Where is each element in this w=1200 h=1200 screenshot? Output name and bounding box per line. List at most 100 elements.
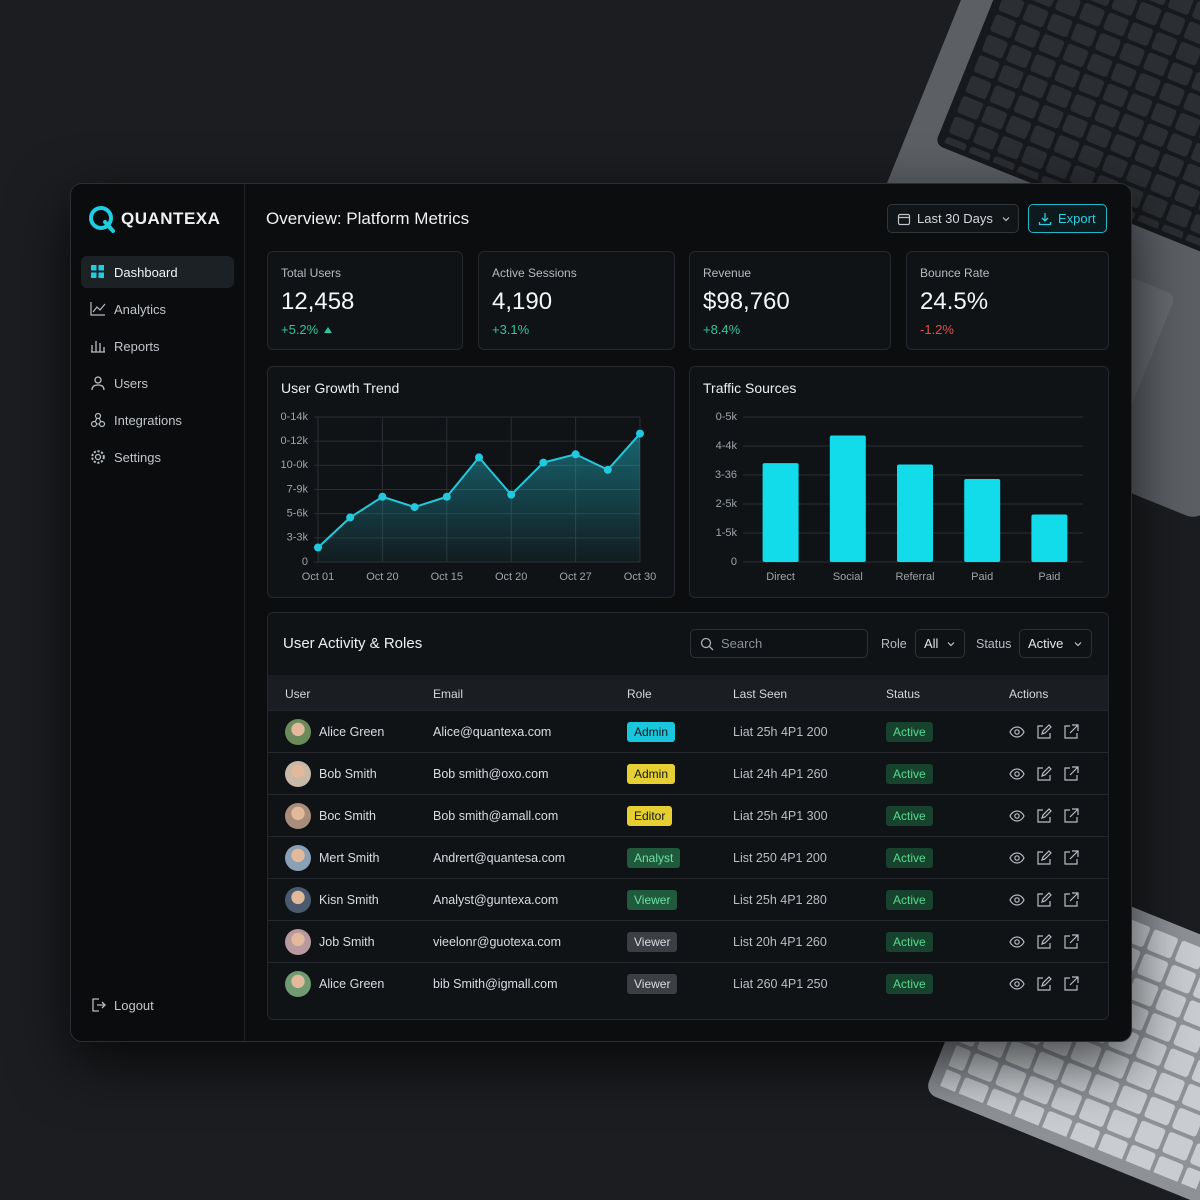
open-action[interactable] — [1063, 766, 1079, 782]
nav-label: Reports — [114, 338, 160, 354]
chart-card: User Growth Trend 0 3-3k 5-6k 7-9k 10-0k 0-12… — [267, 366, 675, 598]
column-header: Role — [627, 687, 652, 701]
x-tick-label: Oct 20 — [495, 571, 527, 583]
email: vieelonr@guotexa.com — [433, 935, 562, 949]
column-header: User — [285, 687, 311, 701]
table-row: Bob Smith Bob smith@oxo.com Admin Liat 24h … — [268, 752, 1108, 795]
y-tick-label: 1-5k — [716, 527, 738, 539]
nav-item[interactable]: Reports — [81, 330, 234, 362]
user-name: Job Smith — [319, 935, 375, 949]
avatar — [285, 845, 311, 871]
chevron — [1002, 216, 1010, 221]
edit-action[interactable] — [1036, 766, 1052, 782]
edit-action[interactable] — [1036, 850, 1052, 866]
nav-icon — [91, 450, 105, 464]
status-filter[interactable]: Active — [1019, 629, 1092, 658]
status-badge: Active — [886, 848, 933, 868]
edit-action[interactable] — [1036, 724, 1052, 740]
search-box[interactable]: Search — [690, 629, 868, 658]
y-tick-label: 3-36 — [715, 469, 737, 481]
kpi-change: +5.2% — [281, 322, 333, 337]
view-action[interactable] — [1009, 976, 1025, 992]
point — [314, 543, 322, 552]
edit-action[interactable] — [1036, 934, 1052, 950]
nav-label: Settings — [114, 449, 161, 465]
last-seen: List 20h 4P1 260 — [733, 935, 827, 949]
email: Andrert@quantesa.com — [433, 851, 566, 865]
logout[interactable]: Logout — [81, 989, 234, 1021]
x-tick-label: Direct — [766, 571, 795, 583]
email: bib Smith@igmall.com — [433, 977, 558, 991]
open-action[interactable] — [1063, 934, 1079, 950]
edit-action[interactable] — [1036, 808, 1052, 824]
y-tick-label: 10-0k — [280, 459, 308, 471]
kpi-value: $98,760 — [703, 288, 790, 315]
bar — [1031, 514, 1068, 562]
table-row: Alice Green bib Smith@igmall.com Viewer Lia… — [268, 962, 1108, 1005]
kpi-change: -1.2% — [920, 322, 954, 337]
role-badge: Admin — [627, 722, 676, 742]
nav-label: Integrations — [114, 412, 182, 428]
view-action[interactable] — [1009, 808, 1025, 824]
nav-item[interactable]: Analytics — [81, 293, 234, 325]
download-icon — [1038, 212, 1052, 225]
point — [475, 453, 483, 462]
y-tick-label: 0 — [302, 556, 308, 568]
kpi-change-value: +5.2% — [281, 322, 319, 337]
nav-item[interactable]: Users — [81, 367, 234, 399]
bar — [762, 463, 799, 562]
line-chart: 0 3-3k 5-6k 7-9k 10-0k 0-12k 0-14k Oct 01 Oct 20… — [280, 411, 656, 583]
status-filter-value: Active — [1028, 636, 1064, 651]
date-filter[interactable]: Last 30 Days — [887, 204, 1019, 233]
point — [603, 465, 612, 474]
point — [636, 429, 644, 438]
kpi-change-value: +3.1% — [492, 322, 530, 337]
nav-item[interactable]: Integrations — [81, 404, 234, 436]
kpi-value: 12,458 — [281, 288, 355, 315]
kpi-label: Active Sessions — [492, 266, 577, 280]
last-seen: Liat 25h 4P1 200 — [733, 725, 828, 739]
edit-action[interactable] — [1036, 892, 1052, 908]
email: Bob smith@oxo.com — [433, 767, 549, 781]
chevron — [948, 641, 955, 646]
column-header: Last Seen — [733, 687, 788, 701]
open-action[interactable] — [1063, 850, 1079, 866]
user-name: Alice Green — [319, 725, 385, 739]
edit-action[interactable] — [1036, 976, 1052, 992]
role-filter[interactable]: All — [915, 629, 965, 658]
bar — [897, 464, 933, 562]
user-name: Mert Smith — [319, 851, 380, 865]
table-card: User Activity & Roles Search Role All St… — [267, 612, 1109, 1020]
open-action[interactable] — [1063, 724, 1079, 740]
view-action[interactable] — [1009, 892, 1025, 908]
last-seen: List 250 4P1 200 — [733, 851, 827, 865]
user-name: Alice Green — [319, 977, 385, 991]
last-seen: Liat 24h 4P1 260 — [733, 767, 828, 781]
x-tick-label: Oct 15 — [431, 571, 463, 583]
view-action[interactable] — [1009, 850, 1025, 866]
view-action[interactable] — [1009, 724, 1025, 740]
point — [571, 450, 580, 459]
kpi-value: 4,190 — [492, 288, 553, 315]
kpi-card: Total Users 12,458 +5.2% — [267, 251, 463, 350]
nav-icon — [90, 412, 106, 428]
view-action[interactable] — [1009, 766, 1025, 782]
x-tick-label: Oct 27 — [559, 571, 591, 583]
kpi-card: Revenue $98,760 +8.4% — [689, 251, 891, 350]
open-action[interactable] — [1063, 976, 1079, 992]
email: Alice@quantexa.com — [433, 725, 552, 739]
open-action[interactable] — [1063, 808, 1079, 824]
nav-item[interactable]: Settings — [81, 441, 234, 473]
role-badge: Viewer — [627, 932, 678, 952]
export-button[interactable]: Export — [1028, 204, 1107, 233]
user-name: Bob Smith — [319, 767, 377, 781]
sidebar: QUANTEXA Dashboard Analytics Reports Users I… — [71, 184, 245, 1041]
kpi-label: Bounce Rate — [920, 266, 990, 280]
table-row: Boc Smith Bob smith@amall.com Editor Liat 2… — [268, 794, 1108, 837]
nav-icon — [91, 265, 104, 278]
nav-item[interactable]: Dashboard — [81, 256, 234, 288]
avatar — [285, 971, 311, 997]
kpi-card: Bounce Rate 24.5% -1.2% — [906, 251, 1109, 350]
open-action[interactable] — [1063, 892, 1079, 908]
view-action[interactable] — [1009, 934, 1025, 950]
